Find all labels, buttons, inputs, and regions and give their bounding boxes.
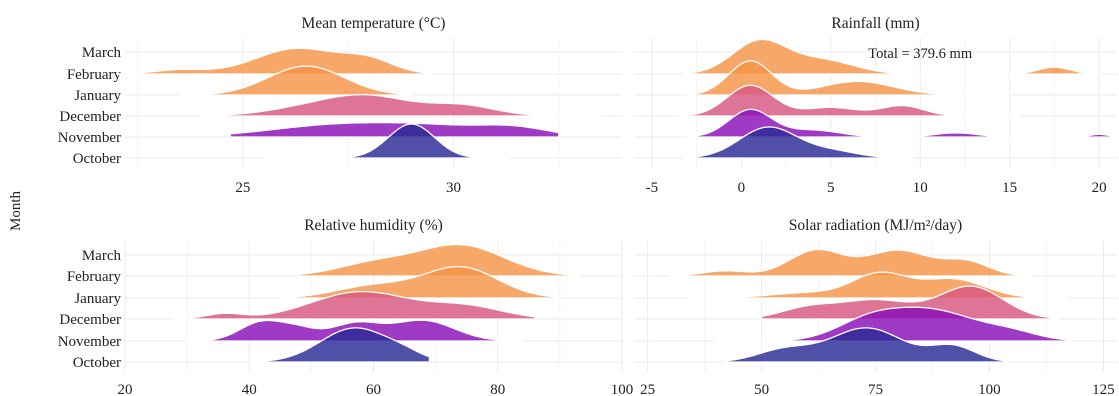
y-tick-label: January [74,291,121,307]
ridge-november [687,108,1118,138]
ridge-december [200,93,602,117]
ridge-january [687,60,1011,96]
x-tick-label: 40 [242,382,257,396]
ridge-february [683,38,1100,75]
x-tick-label: 20 [118,382,133,396]
panel-humidity: Relative humidity (%) 20 40 60 80 100 October N… [58,217,634,396]
panel-title: Rainfall (mm) [831,15,919,32]
x-tick-label: 15 [1002,180,1017,196]
ridge-december [760,285,1059,320]
x-tick-label: 125 [1092,382,1115,396]
x-tick-label: 50 [754,382,769,396]
x-tick-label: -5 [646,180,659,196]
ridge-october [724,327,1009,363]
x-tick-label: 75 [868,382,883,396]
y-tick-label: October [73,355,121,371]
x-tick-label: 100 [978,382,1001,396]
y-tick-label: February [67,67,122,83]
x-tick-label: 25 [235,180,250,196]
y-tick-label: November [58,334,121,350]
x-tick-label: 20 [1092,180,1107,196]
ridge-february [115,47,434,75]
ridge-november [715,306,1073,342]
panel-rainfall: Rainfall (mm) -5 0 5 10 15 20 Total = 379.6 mm [634,15,1118,196]
y-tick-label: December [59,312,121,328]
y-tick-label: November [58,130,121,146]
x-tick-label: 100 [611,382,634,396]
panel-temperature: Mean temperature (°C) 25 30 October November… [58,15,622,196]
x-tick-label: 60 [366,382,381,396]
x-tick-label: 5 [827,180,835,196]
x-tick-label: 25 [640,382,655,396]
panel-title: Relative humidity (%) [304,217,443,234]
ridge-february [298,243,580,277]
y-tick-label: October [73,151,121,167]
ridge-january [279,265,561,299]
ridge-december [678,84,1020,117]
ridge-october [683,126,912,159]
y-tick-label: December [59,109,121,125]
x-tick-label: 0 [738,180,746,196]
x-tick-label: 30 [446,180,461,196]
ridge-october [263,123,509,159]
ridge-december [174,290,536,320]
y-tick-label: March [82,45,122,61]
ridge-november [229,121,560,138]
x-tick-label: 10 [913,180,928,196]
y-tick-label: March [82,248,122,264]
ridge-october [248,327,431,363]
panel-solar: Solar radiation (MJ/m²/day) 25 50 75 100 125 [634,217,1117,396]
panel-annotation: Total = 379.6 mm [868,46,973,62]
ridge-february [669,248,1032,277]
y-axis-title: Month [8,191,24,232]
y-tick-label: February [67,269,122,285]
panel-title: Mean temperature (°C) [302,15,446,32]
x-tick-label: 80 [490,382,505,396]
panel-title: Solar radiation (MJ/m²/day) [789,217,962,234]
y-tick-label: January [74,88,121,104]
ridge-january [179,65,413,96]
